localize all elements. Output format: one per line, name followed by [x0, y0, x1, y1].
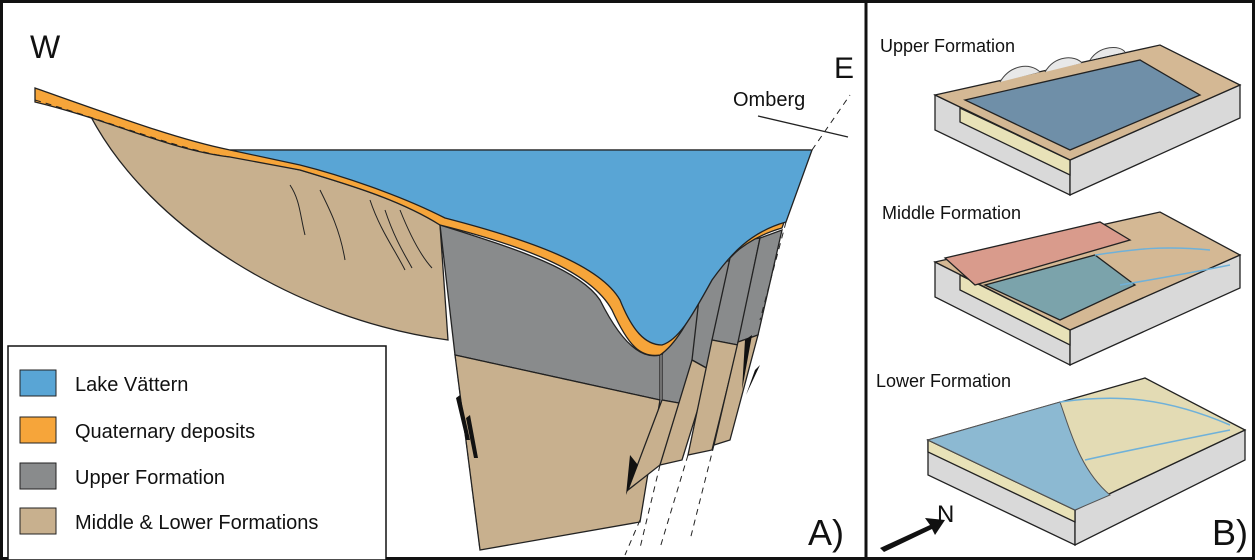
block-title: Middle Formation — [882, 203, 1021, 223]
legend-swatch — [20, 417, 56, 443]
panel-label: B) — [1212, 512, 1248, 553]
north-label: N — [937, 501, 954, 528]
figure: W E Omberg A) Lake Vättern Quaternary de… — [0, 0, 1255, 560]
legend-label: Quaternary deposits — [75, 421, 255, 443]
legend-label: Upper Formation — [75, 467, 225, 489]
east-label: E — [834, 52, 854, 85]
panel-label: A) — [808, 512, 844, 553]
legend-label: Lake Vättern — [75, 374, 188, 396]
block-title: Lower Formation — [876, 371, 1011, 391]
legend-label: Middle & Lower Formations — [75, 512, 318, 534]
block-title: Upper Formation — [880, 36, 1015, 56]
west-label: W — [30, 29, 61, 65]
legend-swatch — [20, 463, 56, 489]
legend-swatch — [20, 508, 56, 534]
legend-swatch — [20, 370, 56, 396]
place-label: Omberg — [733, 89, 805, 111]
